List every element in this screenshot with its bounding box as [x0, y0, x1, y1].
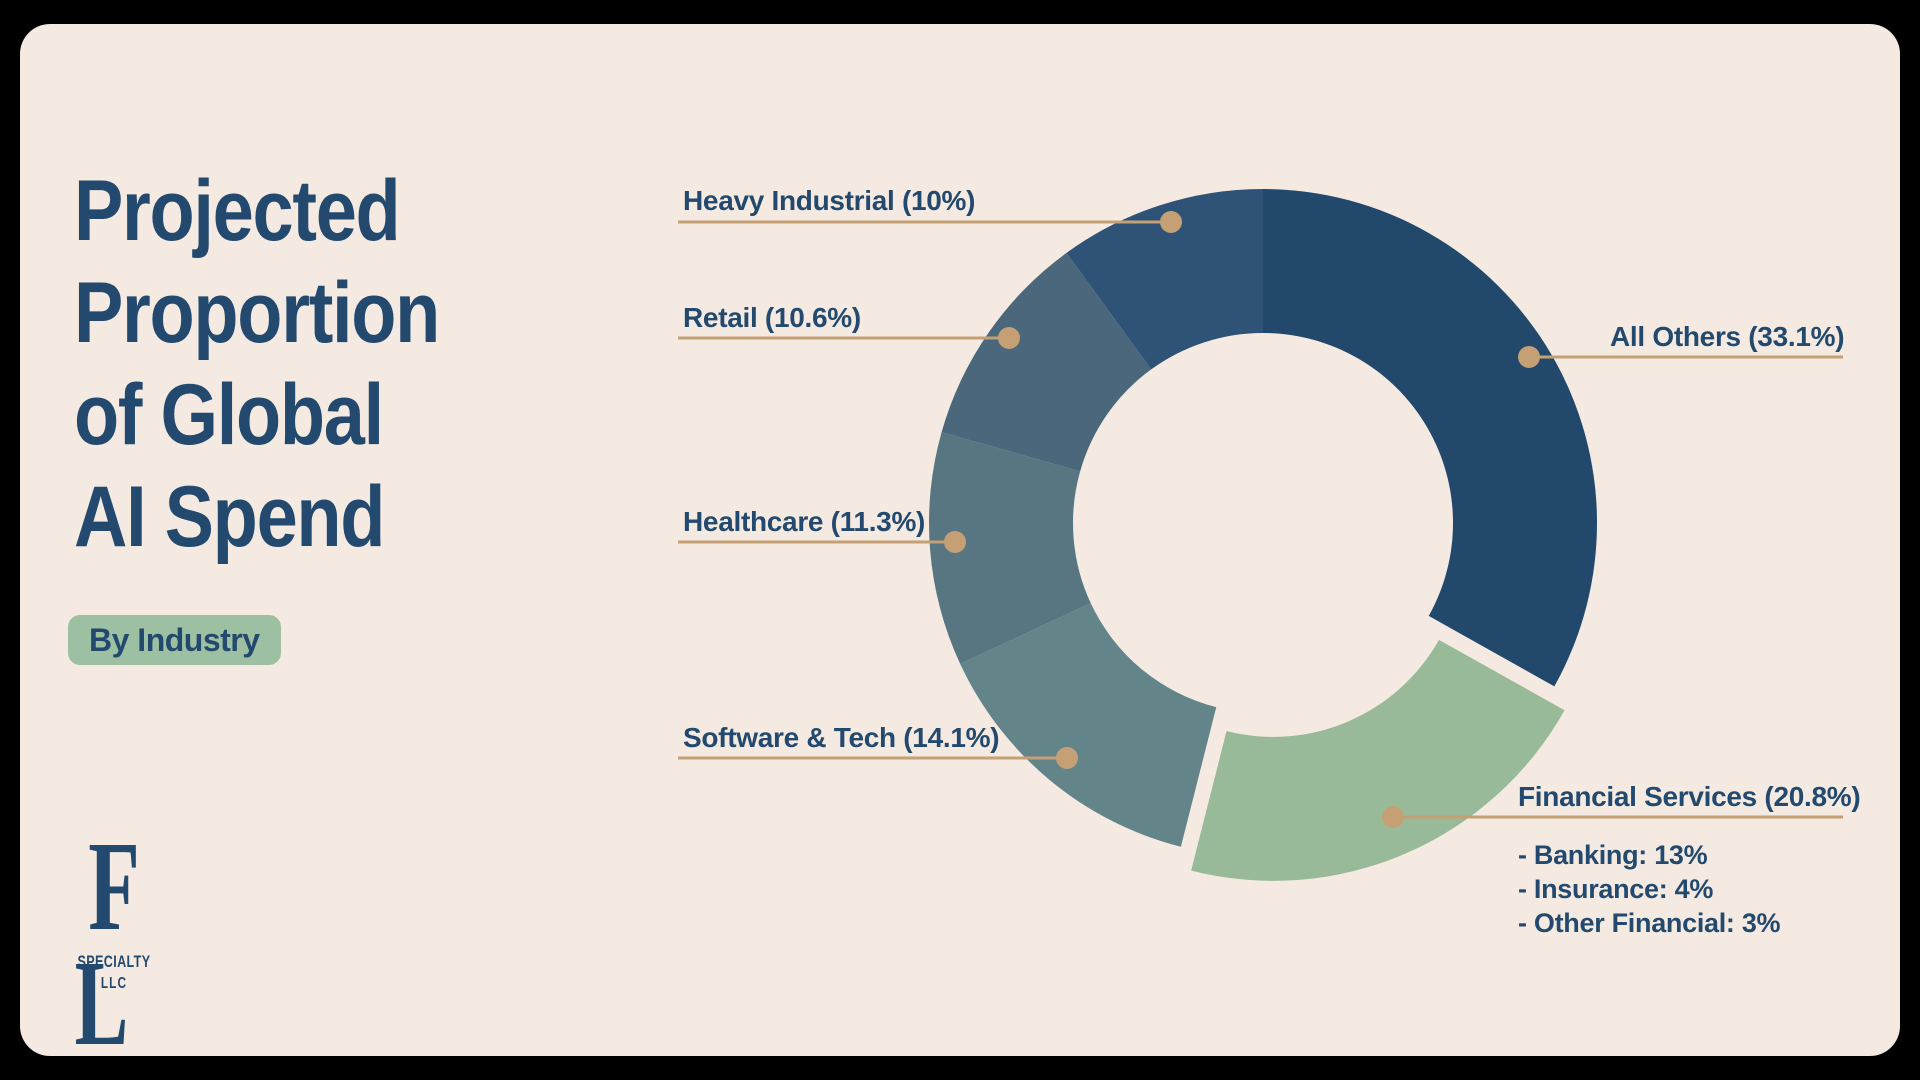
- slice-label-software-tech: Software & Tech (14.1%): [683, 722, 1000, 753]
- donut-slice-heavy-industrial: [1066, 189, 1263, 370]
- donut-slice-financial-services: [1191, 639, 1565, 881]
- leader-dot-retail: [998, 327, 1020, 349]
- monogram-letter-f: F: [88, 815, 140, 957]
- fl-monogram: FL: [75, 815, 153, 1065]
- leader-dot-software-tech: [1056, 747, 1078, 769]
- breakdown-item-other-financial: - Other Financial: 3%: [1518, 908, 1781, 938]
- slice-label-retail: Retail (10.6%): [683, 302, 861, 333]
- leader-dot-heavy-industrial: [1160, 211, 1182, 233]
- breakdown-item-banking: - Banking: 13%: [1518, 840, 1708, 870]
- donut-slice-all-others: [1263, 189, 1597, 687]
- company-logo: FL SPECIALTY LLC: [56, 815, 172, 1065]
- slice-label-heavy-industrial: Heavy Industrial (10%): [683, 185, 976, 216]
- page-title: Projected Proportion of Global AI Spend: [74, 163, 440, 565]
- slice-label-all-others: All Others (33.1%): [1610, 321, 1845, 352]
- leader-dot-healthcare: [944, 531, 966, 553]
- leader-dot-all-others: [1518, 346, 1540, 368]
- donut-slice-retail: [941, 252, 1152, 472]
- breakdown-item-insurance: - Insurance: 4%: [1518, 874, 1714, 904]
- industry-badge: By Industry: [68, 615, 281, 665]
- donut-slice-healthcare: [928, 432, 1091, 664]
- financial-breakdown-list: - Banking: 13% - Insurance: 4% - Other F…: [1518, 838, 1781, 940]
- leader-dot-financial-services: [1382, 806, 1404, 828]
- monogram-letter-l: L: [74, 936, 129, 1071]
- slice-label-financial-services: Financial Services (20.8%): [1518, 781, 1861, 812]
- logo-llc-text: LLC: [100, 975, 128, 992]
- logo-specialty-text: SPECIALTY: [77, 952, 151, 971]
- slice-label-healthcare: Healthcare (11.3%): [683, 506, 926, 537]
- donut-slice-software-tech: [960, 603, 1217, 847]
